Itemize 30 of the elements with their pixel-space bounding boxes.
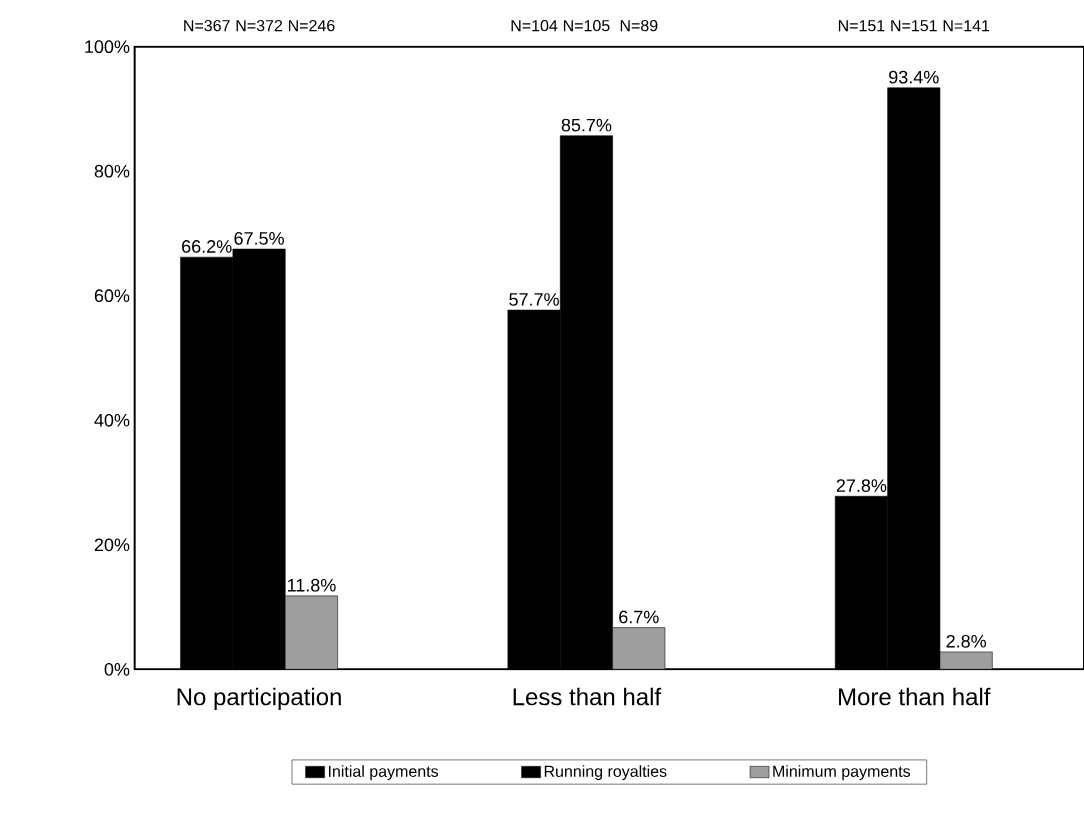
y-tick-label: 100%: [85, 40, 130, 54]
x-tick-label: No participation: [177, 687, 341, 711]
text: N=104: [511, 20, 558, 32]
y-tick-label: 0%: [104, 663, 130, 676]
text: N=151: [891, 20, 937, 32]
data-label: 6.7%: [619, 610, 659, 624]
y-tick-label: 60%: [94, 289, 130, 303]
legend-label: Initial payments: [328, 765, 439, 781]
text: N=372: [236, 20, 283, 32]
data-label: 85.7%: [561, 118, 612, 132]
text: N=246: [288, 20, 335, 32]
text: N=151: [838, 20, 885, 32]
text: N=89: [620, 20, 658, 32]
data-label: 66.2%: [182, 240, 232, 254]
data-label: 11.8%: [287, 579, 336, 592]
x-tick-label: Less than half: [513, 687, 662, 706]
x-tick-label: More than half: [839, 687, 991, 706]
text: N=367: [184, 20, 230, 32]
text: N=105: [563, 20, 610, 32]
text: N=141: [943, 20, 990, 32]
data-label: 2.8%: [946, 635, 987, 648]
data-label: 27.8%: [836, 479, 887, 493]
y-tick-label: 20%: [94, 538, 130, 552]
y-tick-label: 40%: [94, 414, 130, 427]
legend-label: Running royalties: [544, 765, 667, 781]
legend-label: Minimum payments: [773, 765, 911, 781]
data-label: 57.7%: [509, 293, 559, 306]
data-label: 67.5%: [234, 232, 284, 245]
y-tick-label: 80%: [94, 164, 130, 178]
data-label: 93.4%: [889, 70, 939, 84]
